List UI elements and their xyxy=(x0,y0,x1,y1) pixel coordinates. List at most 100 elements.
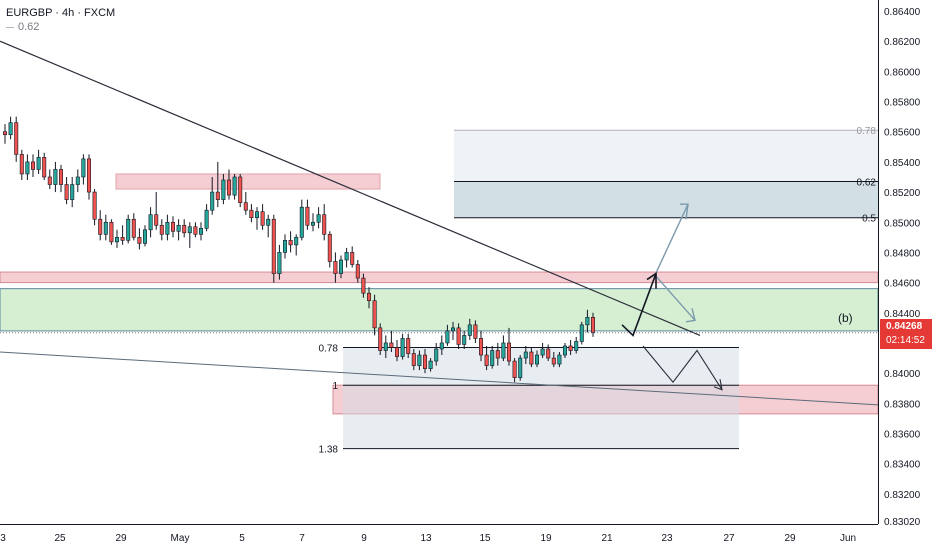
fib-upper-label-1: 0.62 xyxy=(857,178,877,189)
time-tick-label: 13 xyxy=(420,533,432,544)
candle-body xyxy=(92,191,97,220)
candle-body xyxy=(8,122,13,136)
price-tick-label: 0.84400 xyxy=(884,309,921,320)
candle-body xyxy=(260,211,265,226)
current-price-value: 0.84268 xyxy=(886,321,923,332)
candle-body xyxy=(422,354,427,369)
time-tick-label: 15 xyxy=(479,533,491,544)
candle-body xyxy=(366,292,371,302)
price-tick-label: 0.84000 xyxy=(884,369,921,380)
price-axis-bg xyxy=(878,0,932,550)
candle-body xyxy=(182,224,187,234)
candle-body xyxy=(176,224,181,232)
candle-body xyxy=(187,226,192,234)
candle-body xyxy=(579,324,584,342)
arrow-projection-down-head xyxy=(685,308,696,323)
price-tick-label: 0.85200 xyxy=(884,188,921,199)
candle-body xyxy=(238,176,243,203)
candle-body xyxy=(2,131,8,136)
candle-body xyxy=(394,347,399,357)
price-tick-label: 0.83020 xyxy=(884,517,921,528)
candle-body xyxy=(495,350,500,359)
candle-body xyxy=(36,157,41,170)
time-tick-label: Jun xyxy=(840,533,856,544)
time-tick-label: 25 xyxy=(54,533,66,544)
candle-body xyxy=(159,224,164,235)
time-tick-label: 7 xyxy=(299,533,305,544)
candle-body xyxy=(193,226,198,235)
candle-body xyxy=(81,158,86,178)
symbol-label: EURGBP · 4h · FXCM xyxy=(6,7,116,19)
candle-body xyxy=(512,360,517,378)
candle-body xyxy=(568,345,573,351)
arrow-impulse-up xyxy=(621,273,657,337)
candle-body xyxy=(25,161,30,175)
candle-body xyxy=(411,353,416,366)
candle-body xyxy=(310,221,315,226)
candle-body xyxy=(316,214,321,223)
price-tick-label: 0.83600 xyxy=(884,429,921,440)
fib-upper-label-0: 0.78 xyxy=(857,126,877,137)
candle-body xyxy=(478,338,483,356)
time-tick-label: 29 xyxy=(784,533,796,544)
candle-body xyxy=(294,237,299,246)
trendline-descending xyxy=(0,40,701,336)
price-tick-label: 0.84600 xyxy=(884,279,921,290)
candle-body xyxy=(585,317,590,326)
arrow-projection-up xyxy=(654,203,689,276)
candle-body xyxy=(305,206,310,226)
time-tick-label: 9 xyxy=(361,533,367,544)
arrow-zigzag-head xyxy=(713,379,723,391)
candle-body xyxy=(383,342,388,351)
fib-lower-label-0: 0.78 xyxy=(319,343,339,354)
candle-body xyxy=(143,229,148,244)
arrow-impulse-up-head xyxy=(646,272,657,289)
candle-body xyxy=(456,327,461,345)
candle-body xyxy=(210,191,215,211)
candle-body xyxy=(439,342,444,350)
candle-body xyxy=(434,348,439,362)
candle-body xyxy=(590,317,595,333)
candle-body xyxy=(64,184,69,200)
wave-label-b: (b) xyxy=(838,311,853,325)
candle-body xyxy=(540,348,545,356)
candle-body xyxy=(199,227,204,235)
candle-body xyxy=(221,179,226,200)
time-tick-label: 29 xyxy=(115,533,127,544)
candle-body xyxy=(42,157,47,178)
fib-lower-box xyxy=(343,347,739,449)
candle-body xyxy=(148,214,153,231)
candle-body xyxy=(450,327,455,332)
candle-body xyxy=(574,341,579,351)
price-tick-label: 0.86400 xyxy=(884,7,921,18)
indicator-value: 0.62 xyxy=(18,21,40,33)
current-price-tag: 0.84268 02:14:52 xyxy=(880,319,932,349)
candle-body xyxy=(333,261,338,274)
price-tick-label: 0.85400 xyxy=(884,158,921,169)
candle-body xyxy=(30,161,35,170)
candle-body xyxy=(378,327,383,351)
candle-body xyxy=(546,348,551,359)
candle-body xyxy=(215,191,220,200)
candle-body xyxy=(523,351,528,359)
candle-body xyxy=(288,240,293,246)
candle-body xyxy=(490,350,495,366)
time-tick-label: 23 xyxy=(661,533,673,544)
candle-body xyxy=(400,338,405,357)
chart-legend: EURGBP · 4h · FXCM 0.62 xyxy=(6,6,115,34)
price-tick-label: 0.83400 xyxy=(884,460,921,471)
candle-body xyxy=(98,218,103,235)
candle-body xyxy=(70,184,75,200)
zone-support-2 xyxy=(0,288,879,332)
candle-body xyxy=(322,214,327,235)
candle-body xyxy=(126,218,131,241)
zone-resistance-0 xyxy=(115,173,381,190)
price-tick-label: 0.83800 xyxy=(884,399,921,410)
candle-body xyxy=(562,345,567,356)
candle-body xyxy=(75,176,80,185)
time-tick-label: May xyxy=(171,533,190,544)
candle-body xyxy=(103,221,108,235)
candle-body xyxy=(518,357,523,378)
